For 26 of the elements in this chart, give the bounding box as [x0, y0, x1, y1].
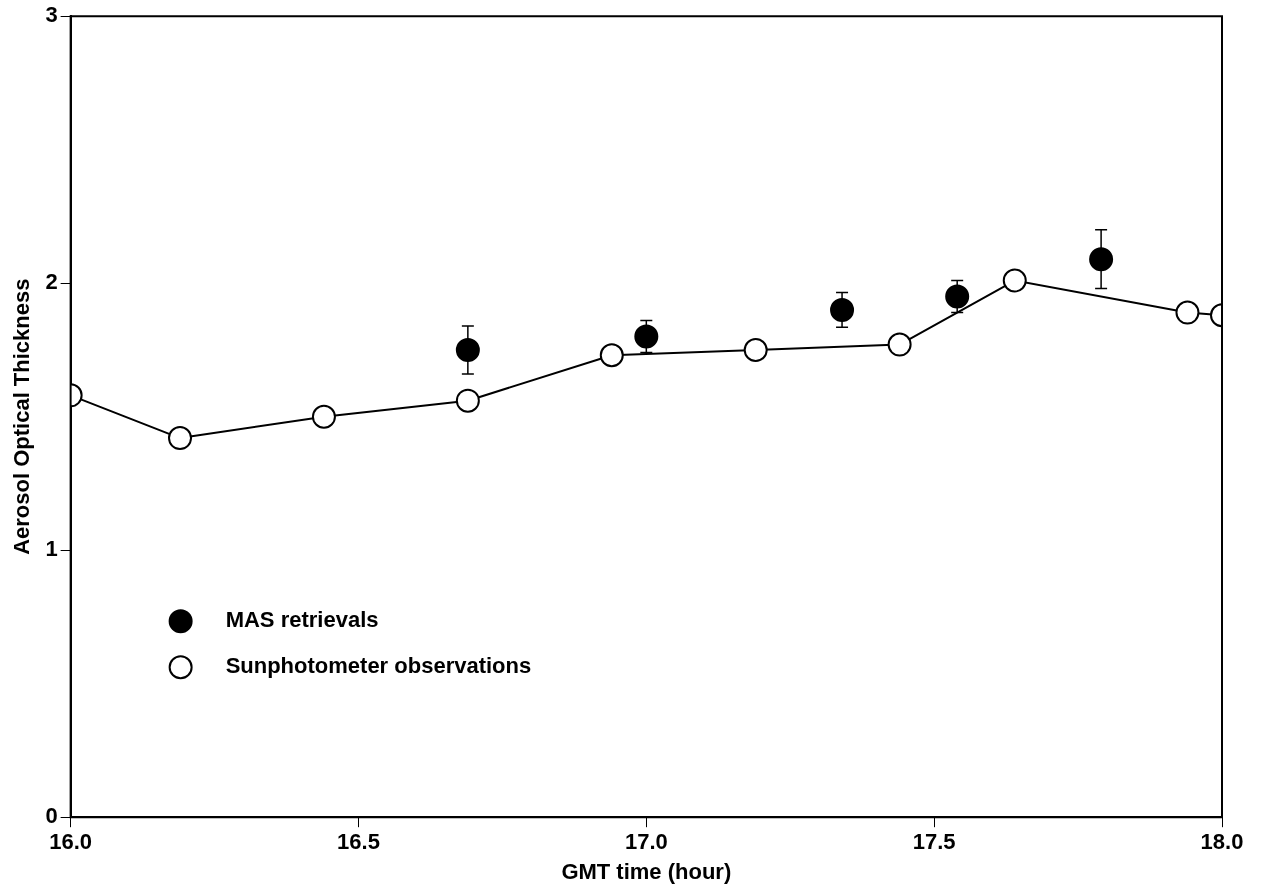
point: [887, 332, 912, 357]
point: [311, 404, 336, 429]
y-tick-label: 2: [45, 269, 58, 295]
point: [945, 284, 970, 309]
point: [1089, 247, 1114, 272]
point: [1175, 300, 1200, 325]
y-tick-label: 1: [45, 536, 58, 562]
point: [455, 388, 480, 413]
y-tick-label: 3: [45, 2, 58, 28]
point: [455, 337, 480, 362]
point: [743, 337, 768, 362]
x-tick-label: 17.0: [624, 829, 668, 855]
legend-label: MAS retrievals: [225, 607, 379, 633]
point: [830, 297, 855, 322]
legend-label: Sunphotometer observations: [225, 653, 532, 679]
x-tick-label: 16.5: [337, 829, 380, 855]
point: [1002, 268, 1027, 293]
y-tick-label: 0: [45, 803, 58, 829]
point: [168, 426, 193, 451]
y-axis-title: Aerosol Optical Thickness: [9, 278, 35, 555]
point: [634, 324, 659, 349]
x-axis-title: GMT time (hour): [561, 858, 732, 884]
point: [599, 343, 624, 368]
x-tick-label: 18.0: [1200, 829, 1244, 855]
x-tick-label: 16.0: [49, 829, 93, 855]
x-tick-label: 17.5: [912, 829, 956, 855]
